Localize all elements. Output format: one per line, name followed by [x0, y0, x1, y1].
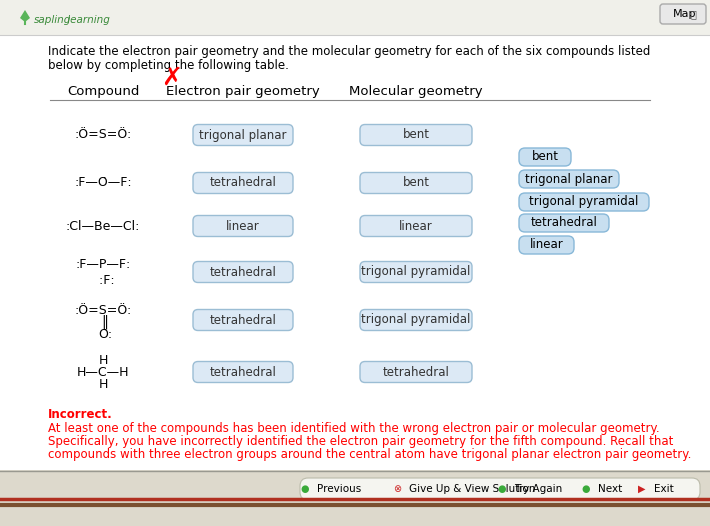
Text: trigonal pyramidal: trigonal pyramidal — [361, 313, 471, 327]
Text: ●: ● — [581, 484, 590, 494]
Text: trigonal pyramidal: trigonal pyramidal — [530, 196, 639, 208]
Text: Previous: Previous — [317, 484, 361, 494]
Text: trigonal planar: trigonal planar — [200, 128, 287, 141]
FancyBboxPatch shape — [519, 193, 649, 211]
Text: Map: Map — [673, 9, 697, 19]
Text: bent: bent — [403, 128, 430, 141]
Text: ‖: ‖ — [102, 315, 109, 329]
Text: linear: linear — [530, 238, 563, 251]
Text: :Ḟ:: :Ḟ: — [91, 274, 115, 287]
Text: :Ḟ—Ȯ—Ḟ:: :Ḟ—Ȯ—Ḟ: — [74, 177, 132, 189]
Text: Compound: Compound — [67, 86, 139, 98]
FancyBboxPatch shape — [519, 148, 571, 166]
FancyBboxPatch shape — [660, 4, 706, 24]
FancyBboxPatch shape — [519, 214, 609, 232]
Text: linear: linear — [226, 219, 260, 232]
Text: ▶: ▶ — [638, 484, 646, 494]
FancyBboxPatch shape — [360, 309, 472, 330]
FancyBboxPatch shape — [193, 261, 293, 282]
Text: ●: ● — [498, 484, 506, 494]
Text: At least one of the compounds has been identified with the wrong electron pair o: At least one of the compounds has been i… — [48, 422, 660, 435]
Text: tetrahedral: tetrahedral — [209, 266, 276, 278]
FancyBboxPatch shape — [193, 216, 293, 237]
Bar — [0, 470, 710, 526]
FancyBboxPatch shape — [519, 236, 574, 254]
FancyBboxPatch shape — [519, 170, 619, 188]
Text: Indicate the electron pair geometry and the molecular geometry for each of the s: Indicate the electron pair geometry and … — [48, 46, 650, 58]
Text: Exit: Exit — [654, 484, 674, 494]
Text: Next: Next — [598, 484, 622, 494]
Text: :Ḟ—Ṗ—Ḟ:: :Ḟ—Ṗ—Ḟ: — [75, 258, 131, 270]
FancyBboxPatch shape — [193, 309, 293, 330]
Text: sapling: sapling — [34, 15, 72, 25]
FancyBboxPatch shape — [193, 361, 293, 382]
Text: Electron pair geometry: Electron pair geometry — [166, 86, 320, 98]
Text: H—C—H: H—C—H — [77, 366, 129, 379]
Text: Try Again: Try Again — [514, 484, 562, 494]
Text: Ȯ:: Ȯ: — [98, 328, 112, 340]
Text: tetrahedral: tetrahedral — [383, 366, 449, 379]
FancyBboxPatch shape — [360, 125, 472, 146]
FancyBboxPatch shape — [360, 261, 472, 282]
FancyBboxPatch shape — [193, 173, 293, 194]
Text: tetrahedral: tetrahedral — [209, 313, 276, 327]
Text: :Cl—Be—Cl:: :Cl—Be—Cl: — [66, 219, 140, 232]
Text: tetrahedral: tetrahedral — [209, 366, 276, 379]
FancyBboxPatch shape — [193, 125, 293, 146]
Text: Specifically, you have incorrectly identified the electron pair geometry for the: Specifically, you have incorrectly ident… — [48, 435, 673, 448]
Text: Give Up & View Solution: Give Up & View Solution — [409, 484, 535, 494]
Text: ●: ● — [301, 484, 310, 494]
FancyBboxPatch shape — [300, 478, 700, 500]
Text: :Ö=S=Ö:: :Ö=S=Ö: — [75, 304, 131, 317]
Text: ✗: ✗ — [161, 66, 182, 90]
Text: trigonal pyramidal: trigonal pyramidal — [361, 266, 471, 278]
Text: ⛺: ⛺ — [690, 9, 696, 19]
Text: ⊗: ⊗ — [393, 484, 401, 494]
Text: Molecular geometry: Molecular geometry — [349, 86, 483, 98]
Text: below by completing the following table.: below by completing the following table. — [48, 59, 289, 73]
Bar — [0, 0, 710, 36]
Text: bent: bent — [403, 177, 430, 189]
FancyBboxPatch shape — [360, 173, 472, 194]
FancyBboxPatch shape — [360, 216, 472, 237]
Text: :Ö=S=Ö:: :Ö=S=Ö: — [75, 128, 131, 141]
Text: tetrahedral: tetrahedral — [530, 217, 597, 229]
Text: learning: learning — [64, 15, 110, 25]
Text: linear: linear — [399, 219, 433, 232]
Text: bent: bent — [532, 150, 559, 164]
Text: Incorrect.: Incorrect. — [48, 408, 113, 421]
Polygon shape — [20, 10, 30, 22]
Text: compounds with three electron groups around the central atom have trigonal plana: compounds with three electron groups aro… — [48, 448, 692, 461]
Text: trigonal planar: trigonal planar — [525, 173, 613, 186]
Text: H: H — [98, 353, 108, 367]
Text: H: H — [98, 378, 108, 390]
FancyBboxPatch shape — [360, 361, 472, 382]
Text: tetrahedral: tetrahedral — [209, 177, 276, 189]
